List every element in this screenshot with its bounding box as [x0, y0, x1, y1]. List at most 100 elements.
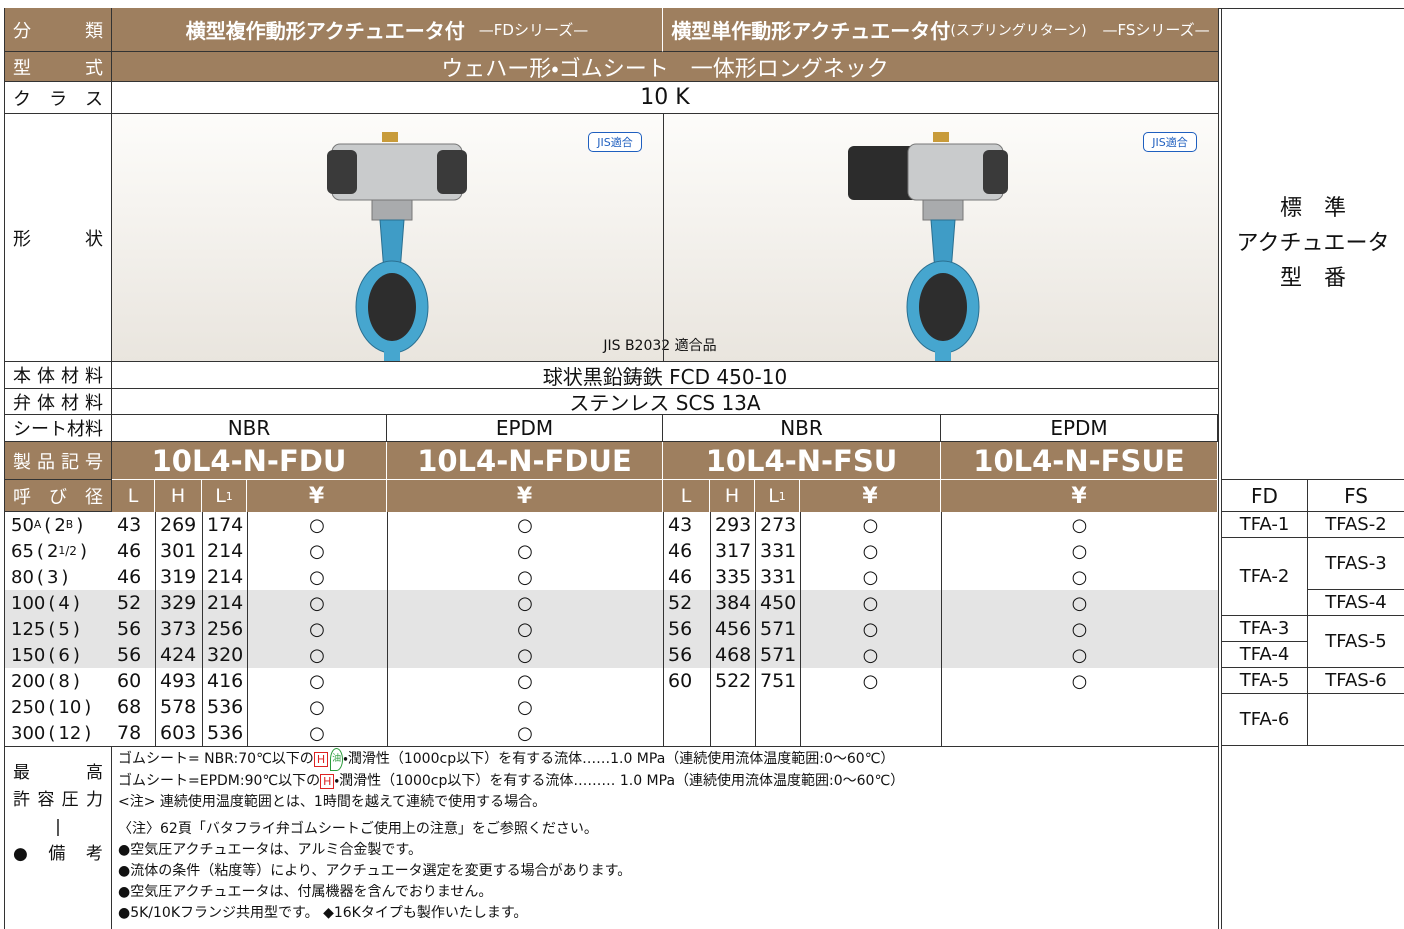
dimension: 373	[160, 618, 197, 640]
dimension: 468	[715, 644, 752, 666]
price-mark: ○	[1071, 514, 1088, 536]
column-label: ¥	[1071, 483, 1087, 509]
double-line	[1218, 8, 1222, 929]
paren: (	[48, 618, 56, 640]
price-mark: ○	[1071, 592, 1088, 614]
price-mark: ○	[309, 722, 325, 744]
price-mark: ○	[309, 696, 325, 718]
notes-label-line: 最高	[13, 763, 103, 783]
subscript: 1	[225, 489, 233, 503]
paren: )	[72, 670, 80, 692]
column-header: ¥	[941, 480, 1218, 512]
dimension: 256	[207, 618, 244, 640]
size-mm: 125	[11, 618, 46, 640]
column-line	[941, 512, 942, 746]
actuator-column: FS	[1308, 480, 1404, 512]
note-line: <注> 連続使用温度範囲とは、1時間を越えて連続で使用する場合。	[118, 794, 547, 810]
body-material-label: 本体材料	[4, 362, 112, 389]
subscript: 1	[778, 489, 786, 503]
label-text: クラス	[13, 88, 103, 110]
size-cell: 50 A(2 B)	[4, 512, 112, 538]
dimension: 46	[117, 566, 142, 588]
price-mark: ○	[862, 514, 879, 536]
size-mm: 300	[11, 722, 46, 744]
column-label: L	[768, 485, 779, 507]
dimension: 424	[160, 644, 197, 666]
column-line	[755, 512, 756, 746]
size-inch: 2	[46, 540, 59, 562]
actuator-model: TFAS-3	[1308, 538, 1404, 590]
actuator-model: TFA-4	[1222, 642, 1308, 668]
column-header: ¥	[387, 480, 663, 512]
paren: )	[84, 722, 92, 744]
column-line	[710, 512, 711, 746]
label-text: 形状	[13, 228, 103, 250]
paren: (	[36, 540, 44, 562]
column-line	[663, 512, 664, 746]
actuator-column: FD	[1222, 480, 1308, 512]
dimension: 214	[207, 592, 244, 614]
product-code: 10L4-N-FDU	[112, 442, 387, 480]
price-mark: ○	[517, 722, 533, 744]
dimension: 603	[160, 722, 197, 744]
price-mark: ○	[517, 566, 533, 588]
label-line: アクチュエータ	[1236, 231, 1390, 256]
price-mark: ○	[862, 540, 879, 562]
actuator-model: TFAS-6	[1308, 668, 1404, 694]
note-text: ・潤滑性（1000cp以下）を有する流体……… 1.0 MPa（連続使用流体温度…	[334, 773, 905, 789]
size-inch: 10	[58, 696, 82, 718]
price-mark: ○	[309, 618, 325, 640]
note-line: ●5K/10Kフランジ共用型です。 ◆16Kタイプも製作いたします。	[118, 905, 528, 921]
column-header: L	[112, 480, 155, 512]
dimension: 46	[117, 540, 142, 562]
note-line: ●空気圧アクチュエータは、アルミ合金製です。	[118, 842, 422, 858]
size-mm: 65	[11, 540, 34, 562]
dimension: 571	[760, 618, 797, 640]
disc-material-label: 弁体材料	[4, 389, 112, 415]
dimension: 56	[117, 644, 142, 666]
dimension: 174	[207, 514, 244, 536]
paren: (	[48, 696, 56, 718]
dimension: 269	[160, 514, 197, 536]
seat-material: NBR	[663, 415, 941, 442]
column-line	[800, 512, 801, 746]
notes-label-line: 許容圧力	[13, 790, 103, 810]
product-code: 10L4-N-FSUE	[941, 442, 1218, 480]
icon: H	[313, 752, 329, 767]
dimension: 319	[160, 566, 197, 588]
note-line: ゴムシート= NBR:70℃以下の H 油・潤滑性（1000cp以下）を有する流体……	[118, 748, 894, 771]
size-mm: 50	[11, 514, 34, 536]
price-mark: ○	[309, 644, 325, 666]
fs-header: 横型単作動形アクチュエータ付 (スプリングリターン) —FSシリーズ—	[663, 8, 1218, 52]
column-header: L	[663, 480, 710, 512]
price-mark: ○	[517, 618, 533, 640]
actuator-model: TFA-1	[1222, 512, 1308, 538]
disc-material: ステンレス SCS 13A	[112, 389, 1218, 415]
price-mark: ○	[517, 696, 533, 718]
row-band	[4, 616, 1218, 642]
dimension: 46	[668, 540, 693, 562]
paren: )	[76, 514, 84, 536]
paren: )	[72, 618, 80, 640]
notes-label-line: ●備考	[13, 844, 103, 864]
column-line	[155, 512, 156, 746]
jis-badge: JIS適合	[588, 132, 642, 152]
size-cell: 80(3)	[4, 564, 112, 590]
size-inch: 5	[58, 618, 70, 640]
size-inch: 6	[58, 644, 70, 666]
notes-label-line: |	[55, 817, 61, 837]
note-text: ゴムシート= NBR:70℃以下の	[118, 751, 314, 767]
image-panel	[112, 114, 663, 362]
label-line: 型 番	[1279, 266, 1346, 291]
model: ウェハー形・ゴムシート 一体形ロングネック	[112, 52, 1218, 82]
paren: )	[84, 696, 92, 718]
note-line: ●流体の条件（粘度等）により、アクチュエータ選定を変更する場合があります。	[118, 863, 632, 879]
column-header: H	[155, 480, 202, 512]
dimension: 320	[207, 644, 244, 666]
note-line: ●空気圧アクチュエータは、付属機器を含んでおりません。	[118, 884, 493, 900]
price-mark: ○	[1071, 644, 1088, 666]
dimension: 46	[668, 566, 693, 588]
column-line	[387, 512, 388, 746]
